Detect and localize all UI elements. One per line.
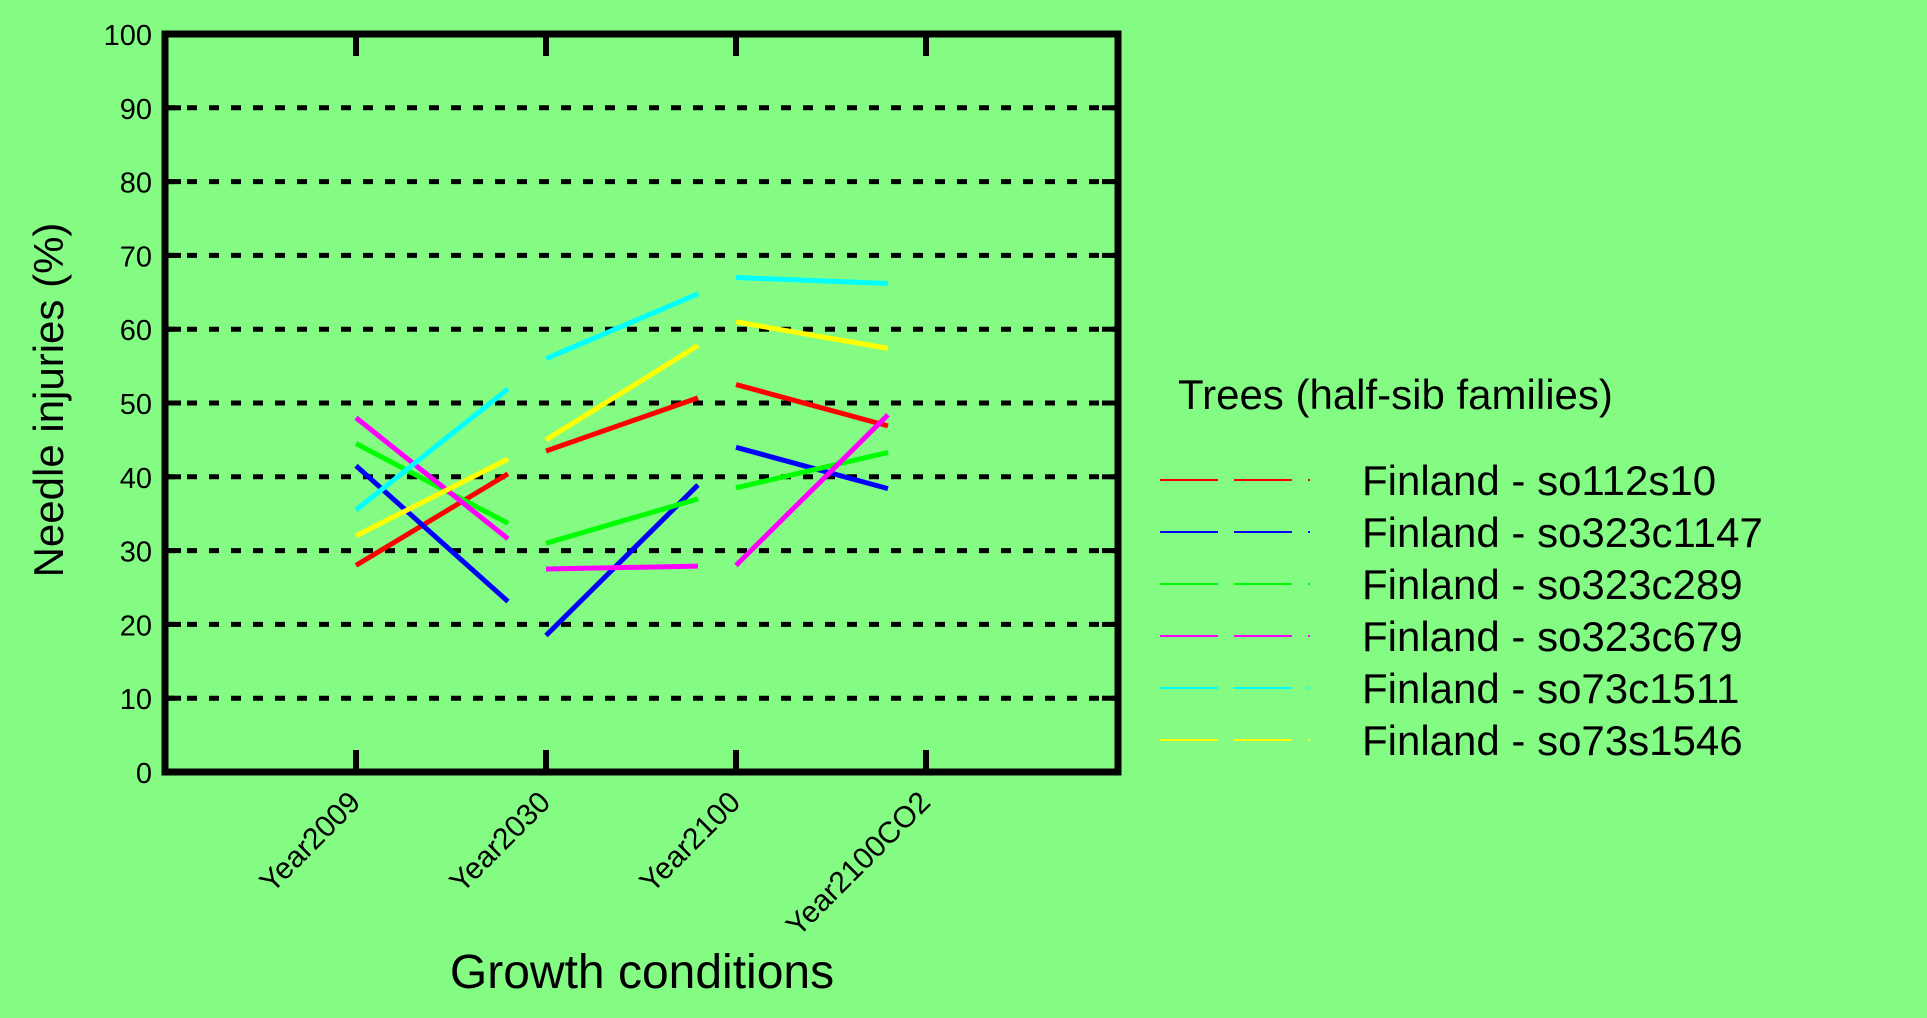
series-segment-3-1 [545, 563, 699, 572]
x-axis-label: Growth conditions [450, 946, 834, 999]
series-segment-2-2 [735, 450, 889, 491]
series-segment-2-1 [545, 496, 699, 546]
legend-label-2: Finland - so323c289 [1362, 561, 1743, 608]
y-tick-labels: 0 10 20 30 40 50 60 70 80 90 100 [104, 20, 152, 790]
legend-item-5: Finland - so73s1546 [1160, 717, 1743, 764]
y-tick-label-0: 0 [136, 758, 152, 790]
legend-item-0: Finland - so112s10 [1160, 457, 1716, 504]
y-tick-label-100: 100 [104, 20, 152, 52]
series-segment-5-2 [735, 319, 889, 351]
legend-item-3: Finland - so323c679 [1160, 613, 1743, 660]
series-line-4 [354, 275, 889, 512]
y-tick-label-40: 40 [120, 463, 152, 495]
series-segment-0-0 [354, 471, 510, 568]
y-tick-label-50: 50 [120, 389, 152, 421]
legend-item-4: Finland - so73c1511 [1160, 665, 1739, 712]
series-lines [354, 275, 890, 638]
series-line-5 [354, 319, 889, 539]
series-segment-3-2 [734, 413, 890, 568]
series-segment-4-2 [735, 275, 889, 286]
series-segment-4-1 [545, 291, 699, 362]
legend-label-5: Finland - so73s1546 [1362, 717, 1743, 764]
legend-label-0: Finland - so112s10 [1362, 457, 1716, 504]
y-tick-label-80: 80 [120, 168, 152, 200]
legend-item-1: Finland - so323c1147 [1160, 509, 1763, 556]
legend-title: Trees (half-sib families) [1178, 371, 1613, 418]
grid-lines [165, 105, 1118, 701]
legend-item-2: Finland - so323c289 [1160, 561, 1743, 608]
series-segment-2-0 [354, 441, 510, 526]
legend-label-1: Finland - so323c1147 [1362, 509, 1763, 556]
legend-label-4: Finland - so73c1511 [1362, 665, 1739, 712]
series-segment-0-1 [545, 395, 699, 454]
series-segment-4-0 [354, 387, 510, 512]
y-tick-label-10: 10 [120, 684, 152, 716]
y-tick-label-30: 30 [120, 537, 152, 569]
series-line-2 [354, 441, 889, 546]
y-tick-label-90: 90 [120, 94, 152, 126]
series-line-0 [354, 382, 889, 568]
plot-frame [161, 30, 1122, 776]
y-tick-label-60: 60 [120, 315, 152, 347]
legend: Finland - so112s10 Finland - so323c1147 Fi… [1160, 457, 1763, 764]
legend-label-3: Finland - so323c679 [1362, 613, 1743, 660]
series-segment-0-2 [735, 382, 889, 429]
series-segment-1-1 [544, 483, 700, 638]
series-segment-5-0 [354, 456, 510, 539]
y-tick-label-70: 70 [120, 241, 152, 273]
y-tick-label-20: 20 [120, 610, 152, 642]
series-line-3 [354, 413, 890, 572]
y-axis-label: Needle injuries (%) [25, 223, 72, 578]
series-segment-3-0 [354, 415, 510, 541]
series-segment-5-1 [544, 343, 700, 443]
